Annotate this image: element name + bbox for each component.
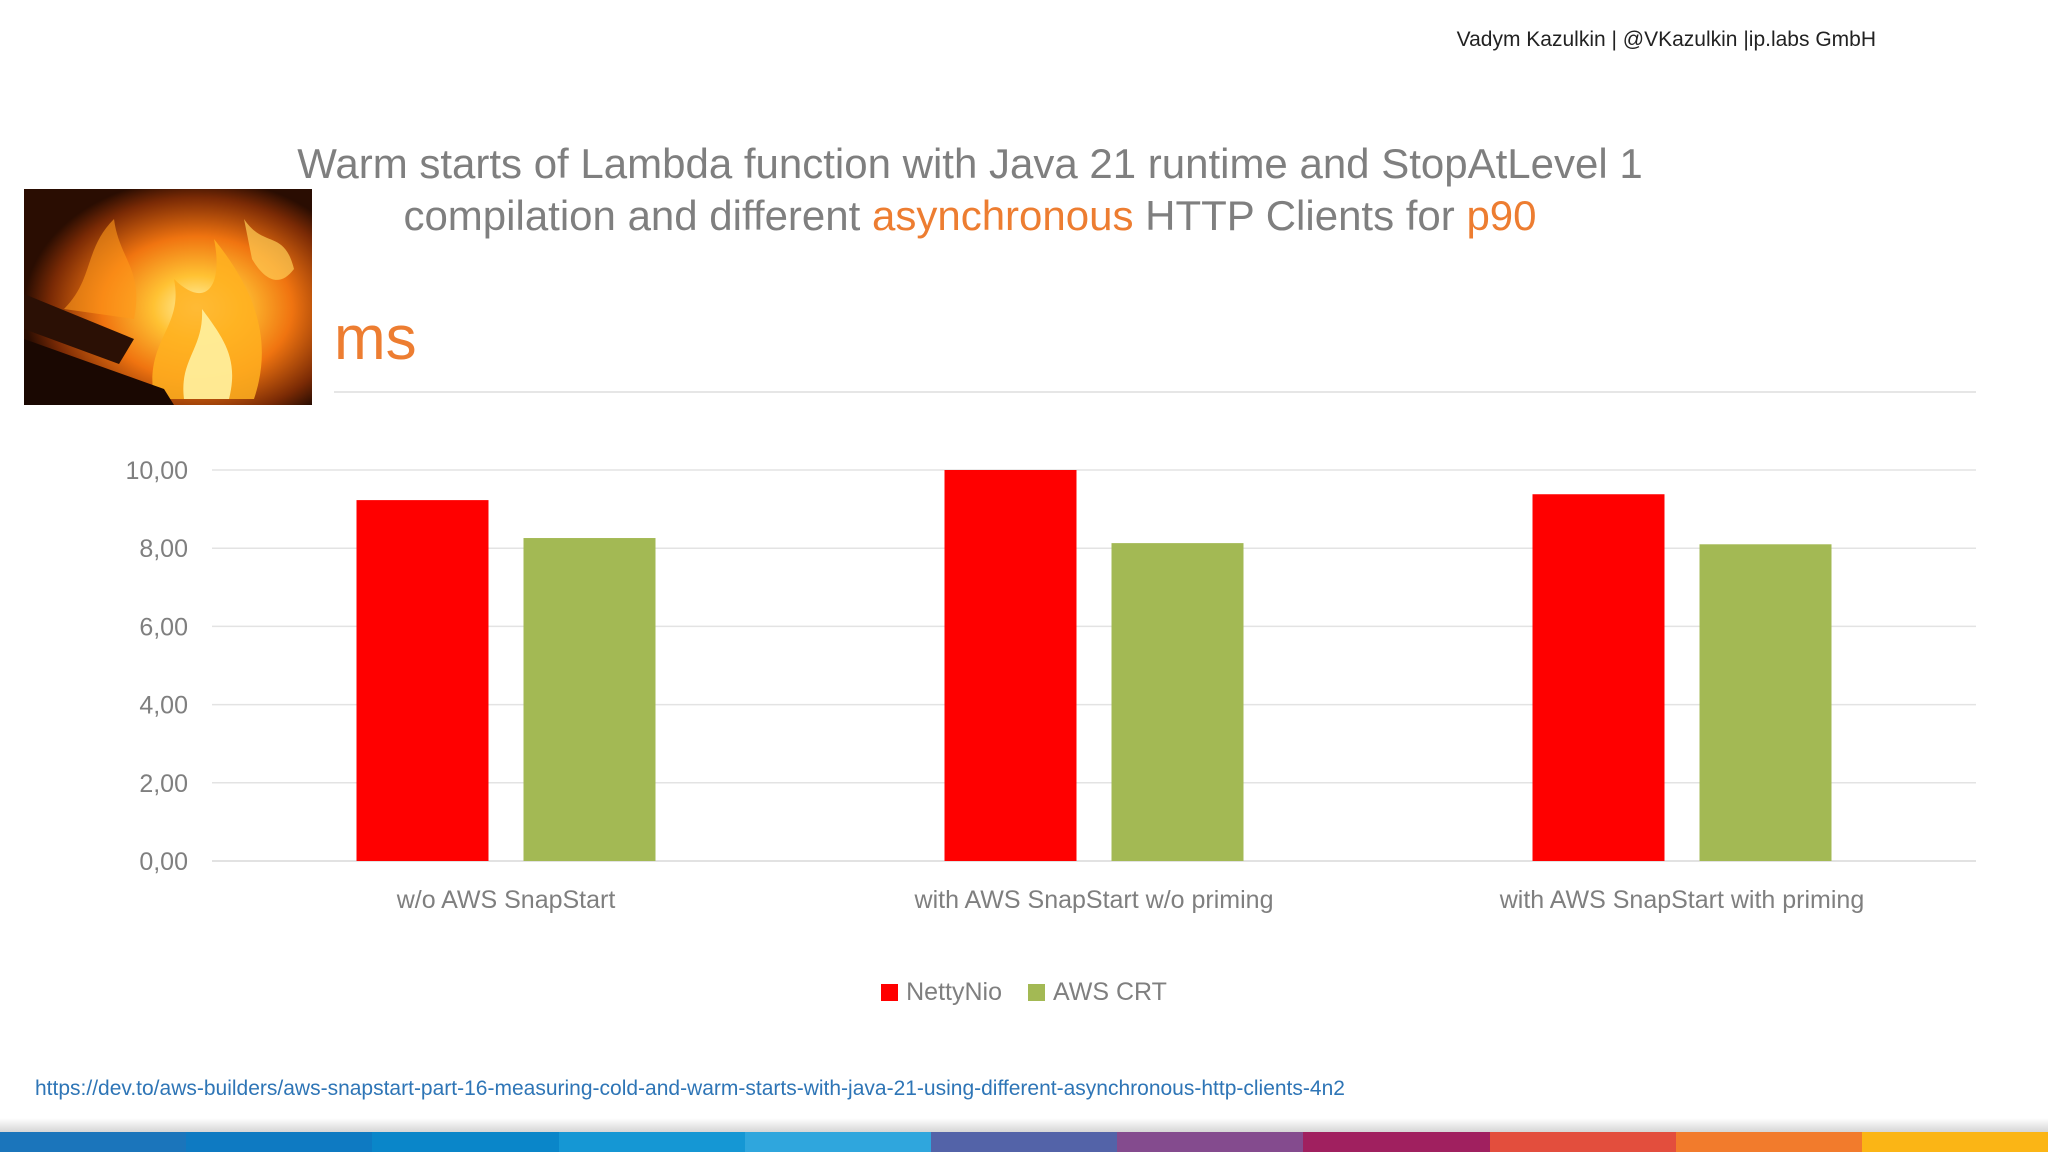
- y-tick-label: 4,00: [139, 692, 188, 720]
- separator-line: [334, 391, 1976, 393]
- stripe-segment: [186, 1132, 373, 1152]
- legend-swatch-aws-crt: [1027, 984, 1045, 1001]
- y-tick-label: 2,00: [139, 770, 188, 798]
- bar-aws-crt: [1699, 544, 1832, 861]
- stripe-segment: [0, 1132, 187, 1152]
- bar-chart: 0,00 2,00 4,00 6,00 8,00 10,00 w/o AWS SnapSta…: [125, 457, 1976, 914]
- unit-label: ms: [334, 304, 417, 373]
- stripe-segment: [1303, 1132, 1490, 1152]
- bottom-shadow: [0, 1118, 2048, 1132]
- stripe-segment: [1489, 1132, 1676, 1152]
- legend-item-nettynio: NettyNio: [881, 978, 1002, 1007]
- y-tick-label: 0,00: [139, 848, 188, 876]
- color-stripe: [0, 1132, 2048, 1152]
- x-category-label: with AWS SnapStart with priming: [1499, 886, 1865, 914]
- x-category-label: w/o AWS SnapStart: [396, 886, 616, 914]
- stripe-segment: [1861, 1132, 2048, 1152]
- y-tick-label: 6,00: [139, 613, 188, 641]
- bar-aws-crt: [523, 538, 656, 861]
- chart-legend: NettyNio AWS CRT: [0, 978, 2048, 1007]
- bar-nettynio: [944, 470, 1077, 861]
- title-text-a: compilation and different: [403, 192, 872, 239]
- stripe-segment: [930, 1132, 1118, 1152]
- source-link[interactable]: https://dev.to/aws-builders/aws-snapstar…: [35, 1077, 1345, 1100]
- title-text-b: HTTP Clients for: [1133, 192, 1467, 239]
- legend-label-nettynio: NettyNio: [906, 978, 1002, 1006]
- author-credit: Vadym Kazulkin | @VKazulkin |ip.labs Gmb…: [1456, 28, 1876, 51]
- stripe-segment: [558, 1132, 745, 1152]
- legend-swatch-nettynio: [881, 984, 899, 1001]
- y-tick-label: 10,00: [125, 457, 188, 485]
- fire-illustration: [24, 189, 312, 405]
- bar-aws-crt: [1111, 543, 1244, 861]
- bar-nettynio: [1532, 494, 1665, 861]
- stripe-segment: [372, 1132, 559, 1152]
- y-tick-label: 8,00: [139, 535, 188, 563]
- title-highlight-asynchronous: asynchronous: [871, 192, 1134, 239]
- legend-label-aws-crt: AWS CRT: [1052, 978, 1167, 1006]
- stripe-segment: [744, 1132, 931, 1152]
- title-line-1: Warm starts of Lambda function with Java…: [297, 140, 1643, 187]
- slide-title: Warm starts of Lambda function with Java…: [240, 138, 1700, 242]
- x-category-label: with AWS SnapStart w/o priming: [914, 886, 1274, 914]
- bar-nettynio: [356, 500, 489, 861]
- fire-image: [24, 189, 312, 405]
- legend-item-aws-crt: AWS CRT: [1027, 978, 1167, 1007]
- stripe-segment: [1117, 1132, 1304, 1152]
- title-highlight-p90: p90: [1466, 192, 1537, 239]
- title-line-2: compilation and different asynchronous H…: [240, 190, 1700, 242]
- stripe-segment: [1675, 1132, 1862, 1152]
